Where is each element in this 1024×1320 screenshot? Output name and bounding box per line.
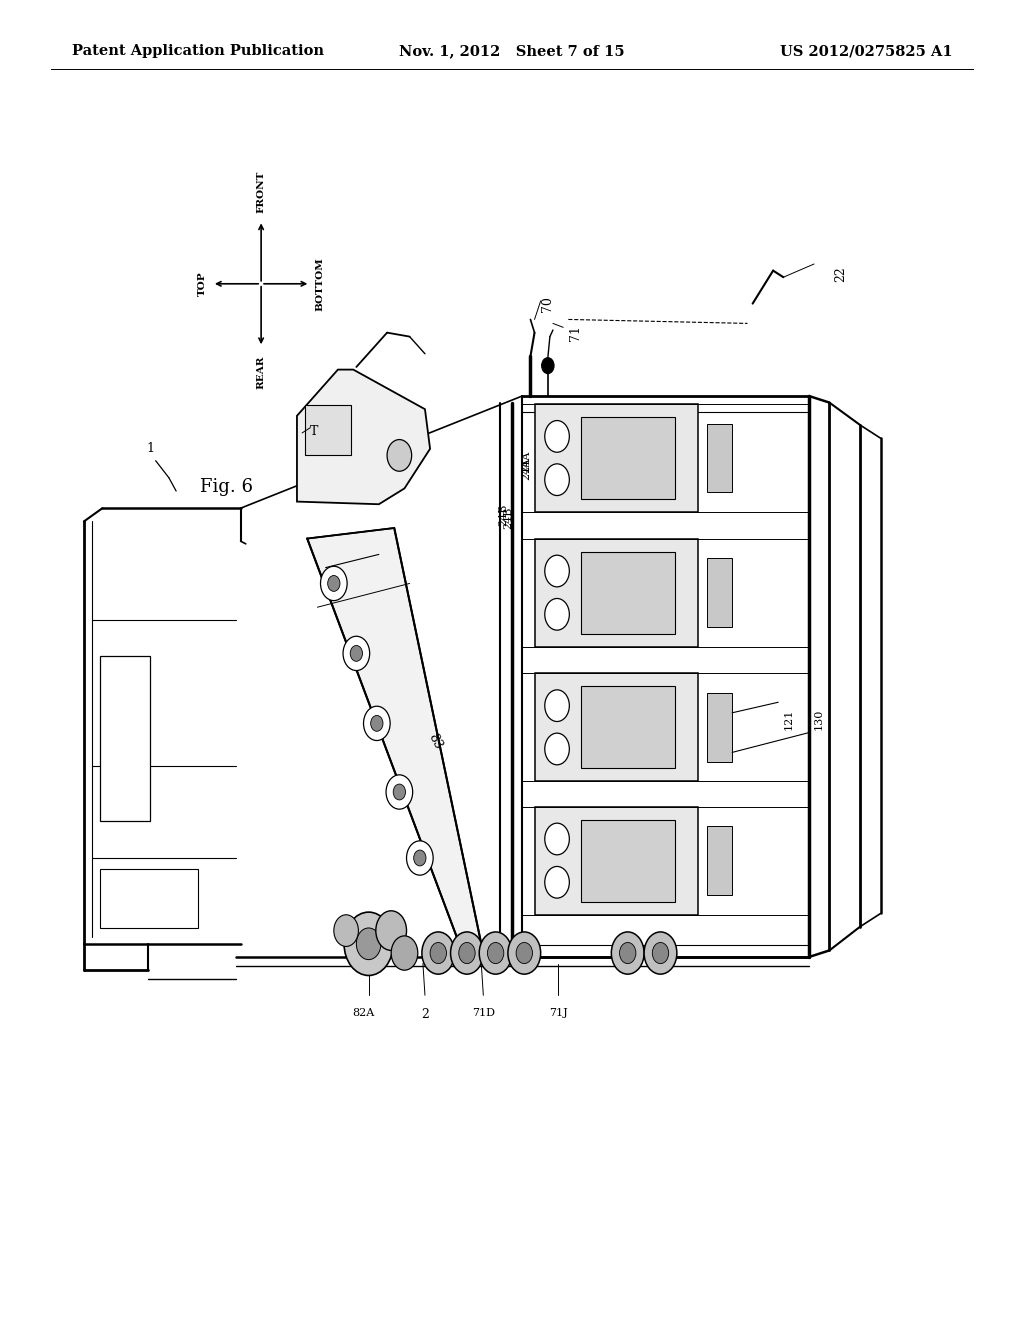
Bar <box>535 807 698 915</box>
Text: 24B: 24B <box>503 507 513 528</box>
Text: US 2012/0275825 A1: US 2012/0275825 A1 <box>779 45 952 58</box>
Circle shape <box>545 556 569 587</box>
Bar <box>581 686 675 768</box>
Circle shape <box>542 358 554 374</box>
Circle shape <box>386 775 413 809</box>
Text: 71: 71 <box>569 325 583 341</box>
Text: 24A: 24A <box>521 458 531 479</box>
Circle shape <box>391 936 418 970</box>
Bar <box>707 826 732 895</box>
Circle shape <box>334 915 358 946</box>
Text: REAR: REAR <box>257 355 265 388</box>
Circle shape <box>364 706 390 741</box>
Bar <box>305 405 351 455</box>
Circle shape <box>620 942 636 964</box>
Text: TOP: TOP <box>198 272 207 296</box>
Text: 2: 2 <box>421 1008 429 1022</box>
Circle shape <box>545 733 569 764</box>
Bar <box>581 552 675 634</box>
Bar <box>100 869 198 928</box>
Circle shape <box>328 576 340 591</box>
Circle shape <box>422 932 455 974</box>
Text: Patent Application Publication: Patent Application Publication <box>72 45 324 58</box>
Circle shape <box>545 463 569 495</box>
Circle shape <box>508 932 541 974</box>
Circle shape <box>516 942 532 964</box>
Circle shape <box>371 715 383 731</box>
Circle shape <box>376 911 407 950</box>
Text: 70: 70 <box>541 296 554 312</box>
Text: 71J: 71J <box>549 1008 567 1019</box>
Circle shape <box>545 690 569 722</box>
Circle shape <box>487 942 504 964</box>
Circle shape <box>430 942 446 964</box>
Circle shape <box>611 932 644 974</box>
Bar <box>707 424 732 492</box>
Circle shape <box>545 824 569 855</box>
Text: 22: 22 <box>835 267 848 282</box>
Circle shape <box>393 784 406 800</box>
Circle shape <box>644 932 677 974</box>
Text: 130: 130 <box>814 709 824 730</box>
Circle shape <box>459 942 475 964</box>
Polygon shape <box>297 370 430 504</box>
Circle shape <box>652 942 669 964</box>
Text: 24B: 24B <box>499 504 509 525</box>
Text: 121: 121 <box>783 709 794 730</box>
Text: BOTTOM: BOTTOM <box>315 257 325 310</box>
Text: Fig. 6: Fig. 6 <box>200 478 253 496</box>
Circle shape <box>407 841 433 875</box>
Bar <box>581 417 675 499</box>
Text: FRONT: FRONT <box>257 170 265 213</box>
Circle shape <box>321 566 347 601</box>
Bar <box>100 656 150 821</box>
Text: 24A: 24A <box>521 451 531 473</box>
Text: 82A: 82A <box>352 1008 375 1019</box>
Circle shape <box>387 440 412 471</box>
Polygon shape <box>307 528 481 948</box>
Circle shape <box>451 932 483 974</box>
Text: 71D: 71D <box>472 1008 495 1019</box>
Circle shape <box>350 645 362 661</box>
Circle shape <box>356 928 381 960</box>
Text: Nov. 1, 2012   Sheet 7 of 15: Nov. 1, 2012 Sheet 7 of 15 <box>399 45 625 58</box>
Circle shape <box>344 912 393 975</box>
Bar <box>535 673 698 781</box>
Text: 1: 1 <box>146 442 155 455</box>
Bar <box>707 558 732 627</box>
Text: 83: 83 <box>426 731 444 752</box>
Circle shape <box>343 636 370 671</box>
Bar <box>581 820 675 902</box>
Bar <box>707 693 732 762</box>
Circle shape <box>414 850 426 866</box>
Circle shape <box>545 866 569 898</box>
Circle shape <box>545 421 569 453</box>
Circle shape <box>545 598 569 630</box>
Bar <box>535 404 698 512</box>
Circle shape <box>479 932 512 974</box>
Text: T: T <box>310 425 318 438</box>
Bar <box>535 539 698 647</box>
